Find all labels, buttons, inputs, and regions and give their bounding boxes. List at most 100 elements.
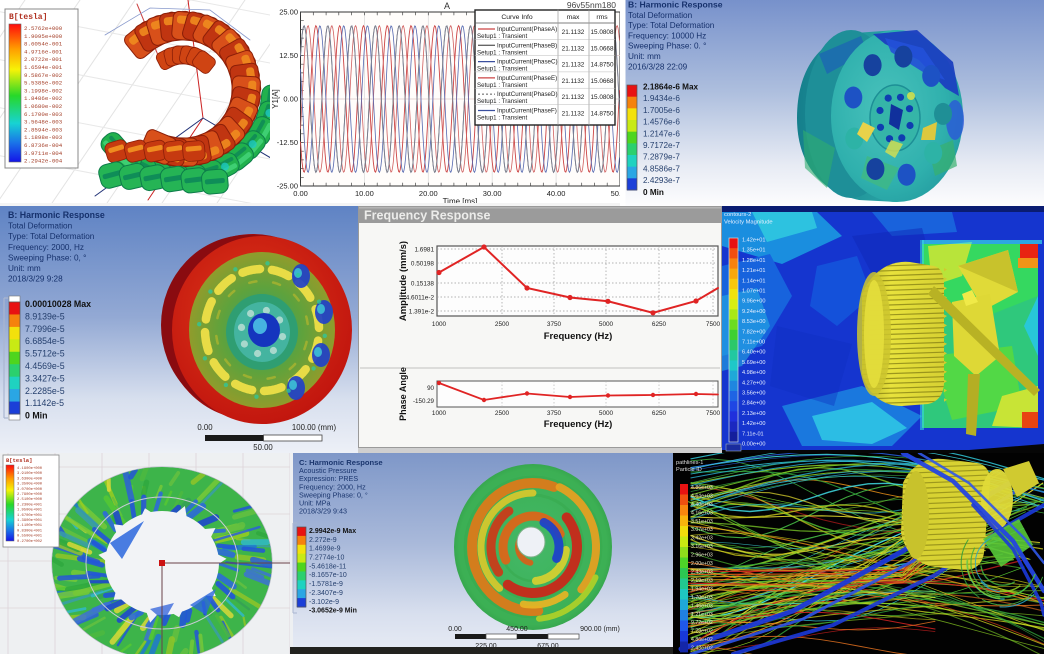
- svg-text:14.8750: 14.8750: [590, 62, 614, 69]
- svg-text:Type: Total Deformation: Type: Total Deformation: [628, 21, 715, 30]
- svg-text:B: Harmonic Response: B: Harmonic Response: [628, 0, 723, 10]
- svg-text:6.6854e-5: 6.6854e-5: [25, 336, 65, 346]
- svg-text:1.3900e+001: 1.3900e+001: [17, 519, 43, 523]
- svg-text:2500: 2500: [495, 321, 510, 328]
- svg-text:Unit: MPa: Unit: MPa: [299, 499, 331, 508]
- svg-text:-12.50: -12.50: [277, 138, 298, 147]
- svg-text:1.9434e-6: 1.9434e-6: [643, 94, 680, 103]
- svg-text:3.1998e-002: 3.1998e-002: [24, 87, 63, 94]
- svg-text:-150.29: -150.29: [413, 398, 435, 405]
- svg-text:25.00: 25.00: [279, 8, 298, 17]
- svg-text:1.35e+01: 1.35e+01: [742, 248, 766, 254]
- svg-text:0.2700e+002: 0.2700e+002: [17, 540, 43, 544]
- svg-text:2.4293e-7: 2.4293e-7: [643, 176, 680, 185]
- svg-text:450.00: 450.00: [506, 626, 528, 633]
- svg-text:21.1132: 21.1132: [562, 29, 585, 36]
- svg-text:InputCurrent(PhaseC): InputCurrent(PhaseC): [497, 59, 558, 66]
- svg-text:3.51e+03: 3.51e+03: [691, 519, 713, 525]
- svg-text:3750: 3750: [547, 410, 562, 417]
- svg-text:4.86e+02: 4.86e+02: [691, 637, 713, 643]
- svg-text:7.11e-01: 7.11e-01: [742, 431, 764, 437]
- svg-text:Frequency: 10000 Hz: Frequency: 10000 Hz: [628, 31, 706, 40]
- svg-text:21.1132: 21.1132: [562, 45, 585, 52]
- svg-text:4.98e+00: 4.98e+00: [742, 370, 766, 376]
- svg-text:Sweeping Phase: 0, °: Sweeping Phase: 0, °: [299, 490, 368, 499]
- svg-text:InputCurrent(PhaseF): InputCurrent(PhaseF): [497, 108, 557, 115]
- svg-text:Y1[A]: Y1[A]: [271, 89, 280, 109]
- svg-text:7.29e+02: 7.29e+02: [691, 629, 713, 635]
- svg-text:Unit: mm: Unit: mm: [628, 52, 661, 61]
- svg-text:0.00: 0.00: [197, 423, 213, 432]
- svg-text:1.0680e-002: 1.0680e-002: [24, 103, 63, 110]
- svg-text:4.27e+00: 4.27e+00: [742, 380, 766, 386]
- svg-text:0.00: 0.00: [293, 189, 308, 198]
- svg-text:Amplitude (mm/s): Amplitude (mm/s): [398, 241, 409, 321]
- svg-text:3.56e+00: 3.56e+00: [742, 391, 766, 397]
- svg-text:0.15138: 0.15138: [411, 281, 435, 288]
- svg-text:2.1864e-6 Max: 2.1864e-6 Max: [643, 83, 699, 92]
- svg-text:4.6011e-2: 4.6011e-2: [406, 295, 435, 302]
- svg-text:8.9139e-5: 8.9139e-5: [25, 311, 65, 321]
- svg-text:InputCurrent(PhaseB): InputCurrent(PhaseB): [497, 42, 557, 49]
- svg-text:1000: 1000: [432, 410, 447, 417]
- svg-text:1.8486e-002: 1.8486e-002: [24, 95, 63, 102]
- svg-text:1.1898e-003: 1.1898e-003: [24, 134, 63, 141]
- svg-text:InputCurrent(PhaseD): InputCurrent(PhaseD): [497, 91, 558, 98]
- svg-text:2.43e+03: 2.43e+03: [691, 570, 713, 576]
- svg-text:2.13e+00: 2.13e+00: [742, 411, 766, 417]
- svg-text:7500: 7500: [706, 321, 721, 328]
- svg-text:1.70e+03: 1.70e+03: [691, 595, 713, 601]
- svg-text:2.5762e+000: 2.5762e+000: [24, 25, 63, 32]
- svg-text:2.0722e-001: 2.0722e-001: [24, 56, 63, 63]
- svg-text:-25.00: -25.00: [277, 182, 298, 191]
- svg-text:1.2147e-6: 1.2147e-6: [643, 129, 680, 138]
- svg-text:3.5648e-003: 3.5648e-003: [24, 119, 63, 126]
- svg-text:7500: 7500: [706, 410, 721, 417]
- svg-text:2500: 2500: [495, 410, 510, 417]
- svg-text:InputCurrent(PhaseE): InputCurrent(PhaseE): [497, 75, 557, 82]
- svg-text:2.96e+03: 2.96e+03: [691, 553, 713, 559]
- svg-text:0.50198: 0.50198: [411, 261, 435, 268]
- svg-text:15.0808: 15.0808: [590, 29, 614, 36]
- svg-text:0.5500e+001: 0.5500e+001: [17, 535, 43, 539]
- svg-text:2.2942e-004: 2.2942e-004: [24, 158, 63, 165]
- svg-text:Setup1 : Transient: Setup1 : Transient: [477, 115, 527, 122]
- svg-text:15.0808: 15.0808: [590, 94, 614, 101]
- svg-text:7.2774e-10: 7.2774e-10: [309, 555, 345, 562]
- svg-text:1.1142e-5: 1.1142e-5: [25, 398, 64, 408]
- svg-text:0 Min: 0 Min: [643, 188, 664, 197]
- svg-text:21.1132: 21.1132: [562, 94, 585, 101]
- svg-text:Setup1 : Transient: Setup1 : Transient: [477, 49, 527, 56]
- svg-text:Setup1 : Transient: Setup1 : Transient: [477, 66, 527, 73]
- svg-text:50.00: 50.00: [253, 443, 273, 452]
- svg-text:6.1700e-003: 6.1700e-003: [24, 111, 63, 118]
- svg-text:-5.4618e-11: -5.4618e-11: [309, 563, 346, 570]
- svg-text:Time [ms]: Time [ms]: [443, 197, 478, 206]
- svg-text:Sweeping Phase: 0, °: Sweeping Phase: 0, °: [8, 253, 86, 262]
- svg-text:225.00: 225.00: [475, 643, 497, 650]
- svg-text:Setup1 : Transient: Setup1 : Transient: [477, 98, 527, 105]
- svg-text:900.00 (mm): 900.00 (mm): [580, 626, 620, 633]
- svg-text:1.391e-2: 1.391e-2: [409, 309, 435, 316]
- svg-text:Type: Total Deformation: Type: Total Deformation: [8, 232, 95, 241]
- svg-text:5.69e+00: 5.69e+00: [742, 360, 766, 366]
- svg-text:5.5712e-5: 5.5712e-5: [25, 349, 65, 359]
- svg-text:1.21e+01: 1.21e+01: [742, 268, 766, 274]
- svg-text:8.53e+00: 8.53e+00: [742, 319, 766, 325]
- svg-text:8.6054e-001: 8.6054e-001: [24, 41, 63, 48]
- svg-text:9.72e+02: 9.72e+02: [691, 620, 713, 626]
- svg-text:1.4699e-9: 1.4699e-9: [309, 546, 341, 553]
- svg-text:2018/3/29 9:28: 2018/3/29 9:28: [8, 275, 63, 284]
- svg-text:12.50: 12.50: [279, 51, 298, 60]
- svg-text:1000: 1000: [432, 321, 447, 328]
- svg-text:-1.5781e-9: -1.5781e-9: [309, 581, 343, 588]
- svg-text:contours-2: contours-2: [724, 212, 751, 218]
- svg-text:3.3427e-5: 3.3427e-5: [25, 373, 65, 383]
- svg-text:7.7996e-5: 7.7996e-5: [25, 324, 65, 334]
- svg-text:3.42e+03: 3.42e+03: [691, 536, 713, 542]
- svg-text:Frequency: 2000, Hz: Frequency: 2000, Hz: [299, 482, 366, 491]
- svg-text:1.28e+01: 1.28e+01: [742, 258, 766, 264]
- svg-text:1.6700e+001: 1.6700e+001: [17, 514, 43, 518]
- svg-text:40.00: 40.00: [547, 189, 566, 198]
- svg-text:Frequency Response: Frequency Response: [364, 209, 490, 223]
